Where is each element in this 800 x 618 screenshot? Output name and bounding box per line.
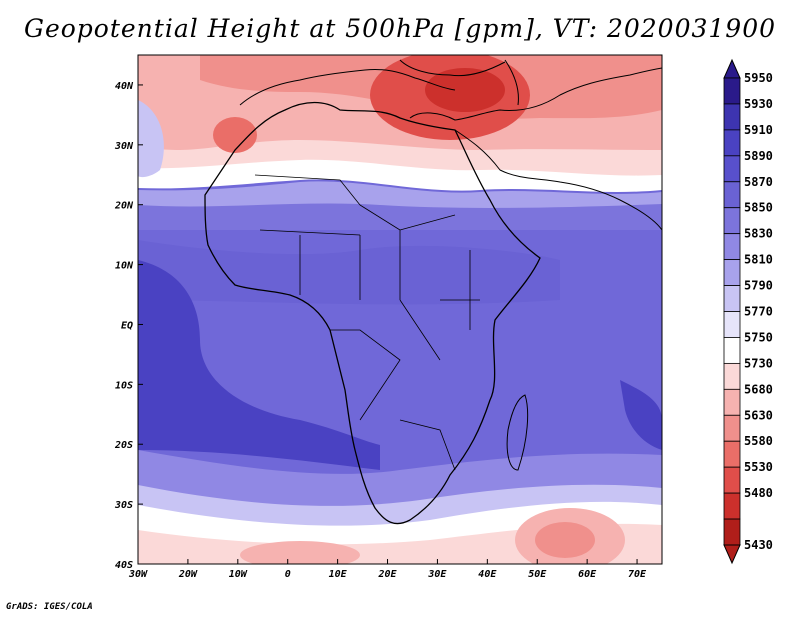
colorbar-swatch (723, 362, 741, 390)
field-low-nw (213, 117, 257, 153)
map-title: Geopotential Height at 500hPa [gpm], VT:… (23, 14, 777, 43)
field-5480 (425, 68, 505, 112)
colorbar-label: 5810 (744, 253, 773, 267)
colorbar-label: 5790 (744, 279, 773, 293)
lat-tick-label: EQ (121, 320, 133, 331)
colorbar-label: 5530 (744, 460, 773, 474)
europe-coast (239, 69, 456, 106)
colorbar-swatch (723, 181, 741, 209)
colorbar-label: 5830 (744, 227, 773, 241)
lon-tick-label: 0 (285, 569, 291, 580)
arabia-coast (454, 129, 662, 231)
colorbar-arrow-top (723, 58, 741, 79)
colorbar-swatch (723, 414, 741, 442)
asia-coast (409, 67, 662, 121)
black-sea-coast (399, 59, 506, 77)
colorbar-swatch (723, 207, 741, 235)
colorbar-swatch (723, 518, 741, 546)
colorbar-swatch (723, 466, 741, 494)
colorbar-label: 5680 (744, 382, 773, 396)
field-5850 (138, 203, 662, 230)
height-field (138, 55, 662, 564)
colorbar-label: 5630 (744, 408, 773, 422)
colorbar-swatch (723, 259, 741, 286)
field-nw-cool (138, 100, 164, 178)
colorbar-label: 5770 (744, 305, 773, 319)
colorbar-label: 5730 (744, 356, 773, 370)
lat-axis: 40N 30N 20N 10N EQ 10S 20S 30S 40S (114, 81, 143, 571)
colorbar-swatch (723, 103, 741, 131)
lon-tick-label: 50E (528, 569, 547, 580)
colorbar-swatch (723, 492, 741, 520)
colorbar-swatch (723, 311, 741, 338)
colorbar-label: 5580 (744, 434, 773, 448)
lat-tick-label: 40N (115, 81, 134, 92)
lat-tick-label: 20S (114, 440, 133, 451)
lat-tick-label: 30N (114, 141, 134, 152)
lon-tick-label: 20W (178, 569, 198, 580)
colorbar-label: 5480 (744, 486, 773, 500)
colorbar-swatch (723, 388, 741, 416)
madagascar-coast (506, 394, 529, 471)
field-5910-east (620, 380, 662, 450)
colorbar-swatch (723, 155, 741, 183)
colorbar-swatch (723, 77, 741, 105)
colorbar: 5950 5930 5910 5890 5870 5850 5830 5810 5790 5770… (723, 58, 773, 565)
field-5630-south (535, 522, 595, 558)
colorbar-swatch (723, 129, 741, 157)
map-frame (137, 54, 663, 565)
field-5680-sw (240, 541, 360, 564)
colorbar-swatch (723, 440, 741, 468)
colorbar-swatch (723, 337, 741, 364)
africa-coast (204, 101, 541, 525)
colorbar-label: 5750 (744, 330, 773, 344)
lon-tick-label: 10W (229, 569, 248, 580)
coastlines (204, 59, 662, 525)
colorbar-label: 5890 (744, 149, 773, 163)
lat-tick-label: 10N (115, 261, 134, 272)
colorbar-label: 5870 (744, 175, 773, 189)
caspian-coast (504, 59, 519, 106)
lon-tick-label: 60E (578, 569, 597, 580)
colorbar-label: 5850 (744, 201, 773, 215)
country-borders (254, 174, 480, 471)
footer-credit: GrADS: IGES/COLA (6, 602, 93, 612)
colorbar-label: 5930 (744, 97, 773, 111)
lat-tick-label: 20N (114, 201, 134, 212)
lon-tick-label: 20E (377, 569, 397, 580)
lon-tick-label: 70E (628, 569, 647, 580)
colorbar-arrow-bottom (723, 544, 741, 565)
lon-tick-label: 30W (128, 569, 148, 580)
colorbar-label: 5950 (744, 71, 773, 85)
colorbar-swatch (723, 233, 741, 261)
lon-axis: 30W 20W 10W 0 10E 20E 30E 40E 50E 60E 70E (128, 559, 647, 580)
field-5910 (138, 260, 380, 470)
lat-tick-label: 30S (114, 500, 133, 511)
field-5870 (138, 240, 560, 305)
colorbar-label: 5910 (744, 123, 773, 137)
lon-tick-label: 40E (478, 569, 497, 580)
lat-tick-label: 40S (115, 560, 133, 571)
lon-tick-label: 10E (329, 569, 348, 580)
colorbar-swatch (723, 285, 741, 312)
colorbar-label: 5430 (744, 538, 773, 552)
lon-tick-label: 30E (427, 569, 447, 580)
lat-tick-label: 10S (115, 380, 133, 391)
